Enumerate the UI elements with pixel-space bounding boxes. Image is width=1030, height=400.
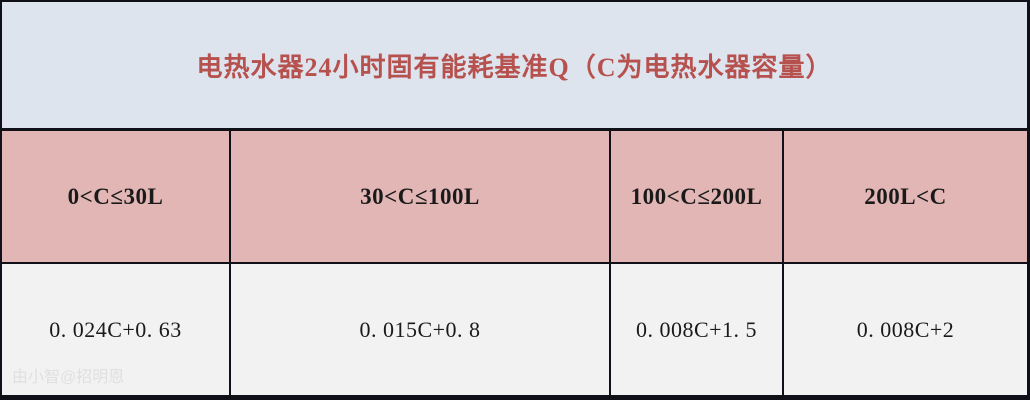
formula-cell-1: 0. 024C+0. 63 [2,264,231,395]
formula-data-row: 0. 024C+0. 63 0. 015C+0. 8 0. 008C+1. 5 … [2,262,1027,395]
header-cell-range-3: 100<C≤200L [611,131,784,262]
formula-cell-2: 0. 015C+0. 8 [231,264,611,395]
header-cell-range-2: 30<C≤100L [231,131,611,262]
table-title: 电热水器24小时固有能耗基准Q（C为电热水器容量） [196,52,833,82]
header-cell-range-4: 200L<C [864,183,947,209]
header-cell-range-1: 0<C≤30L [2,131,231,262]
formula-cell-4: 0. 008C+2 [856,316,955,342]
table-title-row: 电热水器24小时固有能耗基准Q（C为电热水器容量） [2,2,1027,131]
capacity-range-header-row: 0<C≤30L 30<C≤100L 100<C≤200L 200L<C [2,131,1027,262]
formula-cell-3: 0. 008C+1. 5 [611,264,784,395]
